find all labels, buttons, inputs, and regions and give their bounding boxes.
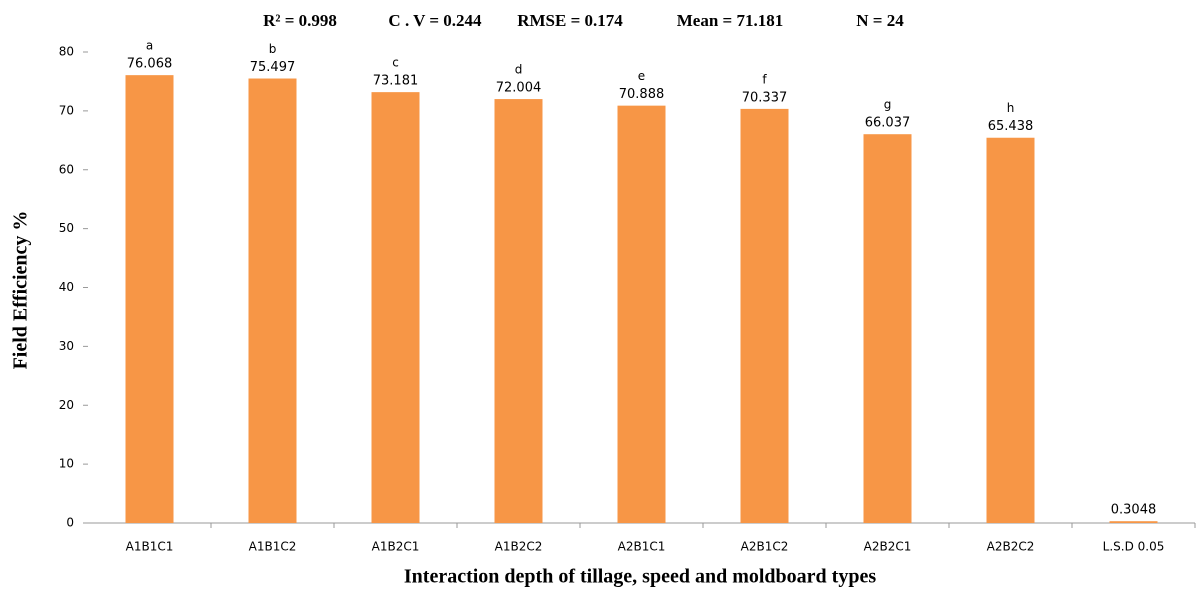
group-letter: e [638,69,645,83]
value-label: 76.068 [127,57,173,72]
value-label: 75.497 [250,60,296,75]
y-tick-label: 80 [59,45,74,59]
y-tick-label: 20 [59,398,74,412]
group-letter: d [515,63,523,77]
y-tick-label: 70 [59,103,74,117]
bar [248,78,297,523]
x-axis-label: Interaction depth of tillage, speed and … [404,566,876,588]
y-tick-label: 50 [59,221,74,235]
value-label: 70.337 [742,90,788,105]
subtitle-stat: C . V = 0.244 [388,11,482,30]
bar [986,137,1035,524]
group-letter: c [392,56,399,70]
subtitle-stat: Mean = 71.181 [677,11,783,30]
y-tick-label: 30 [59,339,74,353]
subtitle-stat: N = 24 [856,11,904,30]
group-letter: a [146,39,153,53]
value-label: 66.037 [865,116,911,131]
group-letter: f [762,72,767,86]
y-tick-label: 0 [66,516,74,530]
y-tick-label: 10 [59,457,74,471]
bar [1109,521,1158,523]
group-letter: g [884,98,892,112]
x-tick-label: A1B1C2 [249,540,297,554]
value-label: 0.3048 [1111,503,1157,518]
bar [494,99,543,523]
value-label: 70.888 [619,87,665,102]
x-tick-label: A1B1C1 [126,540,174,554]
value-label: 73.181 [373,74,419,89]
x-tick-label: A2B2C1 [864,540,912,554]
y-axis-label: Field Efficiency % [10,211,32,370]
bar [125,75,174,523]
x-tick-label: A2B1C2 [741,540,789,554]
subtitle-stat: R² = 0.998 [263,11,337,30]
x-tick-label: A2B2C2 [987,540,1035,554]
bar [863,134,912,524]
x-tick-label: A1B2C1 [372,540,420,554]
y-tick-label: 40 [59,280,74,294]
y-tick-label: 60 [59,162,74,176]
bar [617,105,666,523]
value-label: 72.004 [496,81,542,96]
value-label: 65.438 [988,119,1034,134]
x-tick-label: A2B1C1 [618,540,666,554]
bar [371,92,420,524]
bar [740,108,789,523]
group-letter: h [1007,101,1015,115]
subtitle-stat: RMSE = 0.174 [517,11,623,30]
x-tick-label: A1B2C2 [495,540,543,554]
group-letter: b [269,42,277,56]
x-tick-label: L.S.D 0.05 [1103,540,1165,554]
